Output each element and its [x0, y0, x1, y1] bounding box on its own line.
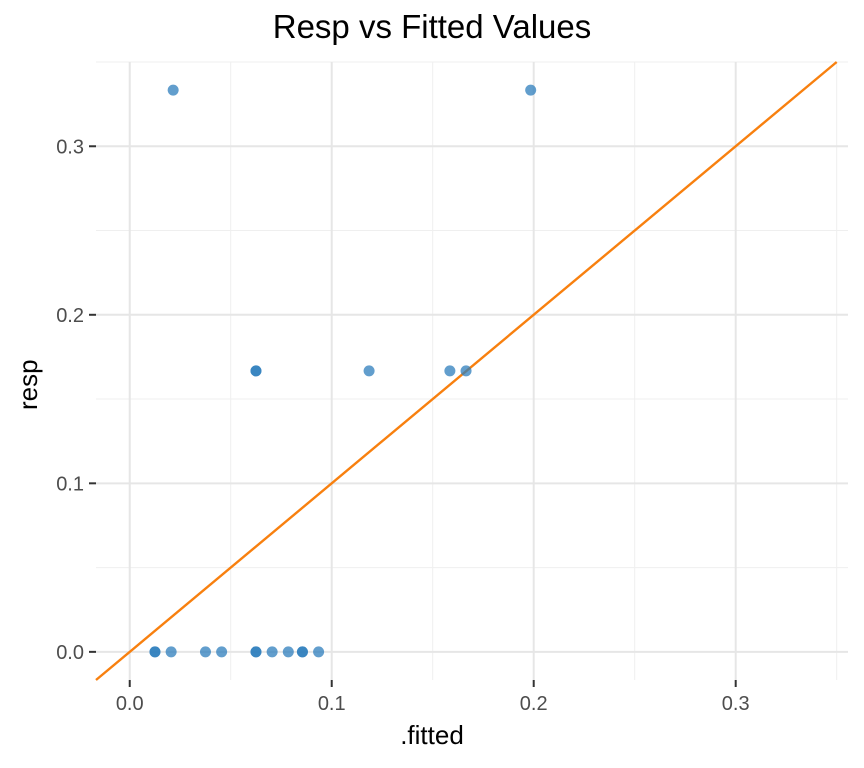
data-point [266, 646, 278, 658]
x-tick-label: 0.0 [116, 693, 144, 715]
data-point [250, 365, 262, 377]
x-tick-label: 0.3 [722, 693, 750, 715]
data-point [296, 646, 308, 658]
x-tick-label: 0.1 [318, 693, 346, 715]
data-point [199, 646, 211, 658]
data-point [216, 646, 228, 658]
data-point [460, 365, 472, 377]
grid-minor [96, 61, 848, 680]
chart-title: Resp vs Fitted Values [272, 8, 592, 45]
points-layer [149, 84, 537, 658]
data-point [282, 646, 294, 658]
x-tick-label: 0.2 [520, 693, 548, 715]
grid-major [96, 62, 848, 680]
y-tick-label: 0.3 [56, 136, 84, 158]
y-tick-label: 0.0 [56, 642, 84, 664]
data-point [167, 84, 179, 96]
data-point [149, 646, 161, 658]
y-tick-label: 0.1 [56, 473, 84, 495]
data-point [363, 365, 375, 377]
axes-layer: 0.0 0.1 0.2 0.3 0.0 0.1 0.2 0.3 [56, 136, 749, 715]
data-point [313, 646, 325, 658]
data-point [250, 646, 262, 658]
y-axis-title: resp [13, 359, 43, 410]
y-tick-label: 0.2 [56, 305, 84, 327]
x-axis-title: .fitted [400, 720, 464, 750]
data-point [165, 646, 177, 658]
data-point [525, 84, 537, 96]
data-point [444, 365, 456, 377]
